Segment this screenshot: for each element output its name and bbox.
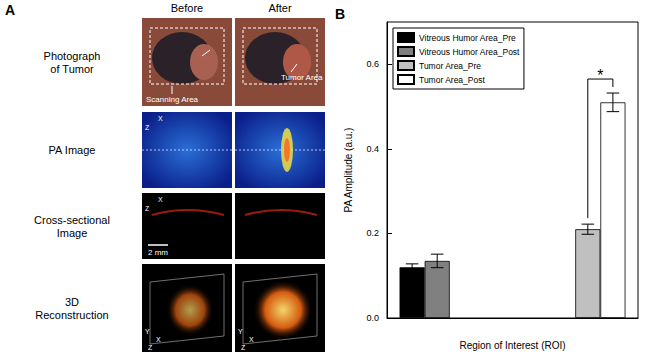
svg-text:of Tumor: of Tumor: [50, 63, 94, 75]
svg-text:Region of Interest (ROI): Region of Interest (ROI): [459, 340, 565, 351]
svg-text:Vitreous Humor Area_Post: Vitreous Humor Area_Post: [419, 47, 520, 57]
svg-text:*: *: [597, 67, 603, 84]
svg-text:Z: Z: [148, 344, 153, 351]
svg-text:0.0: 0.0: [366, 313, 379, 323]
svg-text:2 mm: 2 mm: [148, 248, 168, 257]
svg-text:Cross-sectional: Cross-sectional: [34, 214, 110, 226]
svg-text:Y: Y: [145, 328, 150, 335]
svg-text:After: After: [268, 2, 292, 14]
svg-text:Z: Z: [145, 205, 150, 212]
svg-text:0.2: 0.2: [366, 228, 379, 238]
svg-text:B: B: [335, 6, 345, 22]
svg-text:Scanning Area: Scanning Area: [146, 95, 199, 104]
svg-text:A: A: [5, 2, 15, 18]
svg-text:X: X: [156, 336, 161, 343]
svg-text:0.4: 0.4: [366, 144, 379, 154]
svg-text:PA Image: PA Image: [49, 144, 96, 156]
svg-text:Y: Y: [238, 328, 243, 335]
svg-text:Before: Before: [171, 2, 203, 14]
svg-text:3D: 3D: [65, 296, 79, 308]
svg-text:Z: Z: [241, 344, 246, 351]
svg-text:X: X: [158, 196, 163, 203]
svg-text:X: X: [158, 115, 163, 122]
svg-text:Vitreous Humor Area_Pre: Vitreous Humor Area_Pre: [419, 33, 516, 43]
svg-text:Tumor Area_Pre: Tumor Area_Pre: [419, 61, 481, 71]
svg-text:Photograph: Photograph: [44, 50, 101, 62]
svg-text:Tumor Area: Tumor Area: [281, 73, 323, 82]
svg-text:Tumor Area_Post: Tumor Area_Post: [419, 75, 485, 85]
svg-text:Reconstruction: Reconstruction: [35, 309, 108, 321]
svg-text:Z: Z: [145, 124, 150, 131]
svg-text:0.6: 0.6: [366, 59, 379, 69]
svg-text:PA Amplitude (a.u.): PA Amplitude (a.u.): [343, 128, 354, 213]
svg-text:X: X: [249, 336, 254, 343]
svg-text:Image: Image: [57, 227, 88, 239]
